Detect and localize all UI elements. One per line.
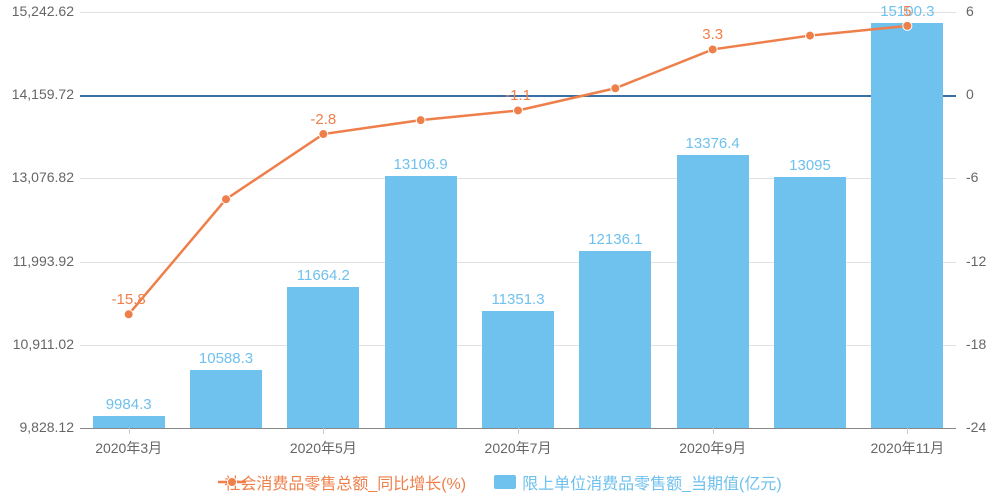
legend: 社会消费品零售总额_同比增长(%) 限上单位消费品零售额_当期值(亿元) — [0, 470, 1000, 494]
legend-line-label: 社会消费品零售总额_同比增长(%) — [224, 470, 466, 494]
line-marker — [416, 116, 425, 125]
legend-bar-icon — [494, 475, 516, 489]
legend-item-bar: 限上单位消费品零售额_当期值(亿元) — [494, 470, 782, 494]
legend-item-line: 社会消费品零售总额_同比增长(%) — [218, 470, 466, 494]
line-marker — [806, 31, 815, 40]
legend-bar-label: 限上单位消费品零售额_当期值(亿元) — [522, 470, 782, 494]
line-series — [0, 0, 1000, 504]
line-value-label: -15.8 — [112, 291, 146, 308]
line-marker — [514, 106, 523, 115]
line-marker — [611, 84, 620, 93]
line-marker — [222, 195, 231, 204]
line-value-label: -1.1 — [505, 87, 531, 104]
line-value-label: 3.3 — [702, 26, 723, 43]
line-marker — [903, 21, 912, 30]
line-marker — [708, 45, 717, 54]
line-path — [129, 26, 908, 314]
line-value-label: 5 — [903, 3, 911, 20]
line-marker — [319, 130, 328, 139]
line-marker — [124, 310, 133, 319]
line-value-label: -2.8 — [310, 111, 336, 128]
